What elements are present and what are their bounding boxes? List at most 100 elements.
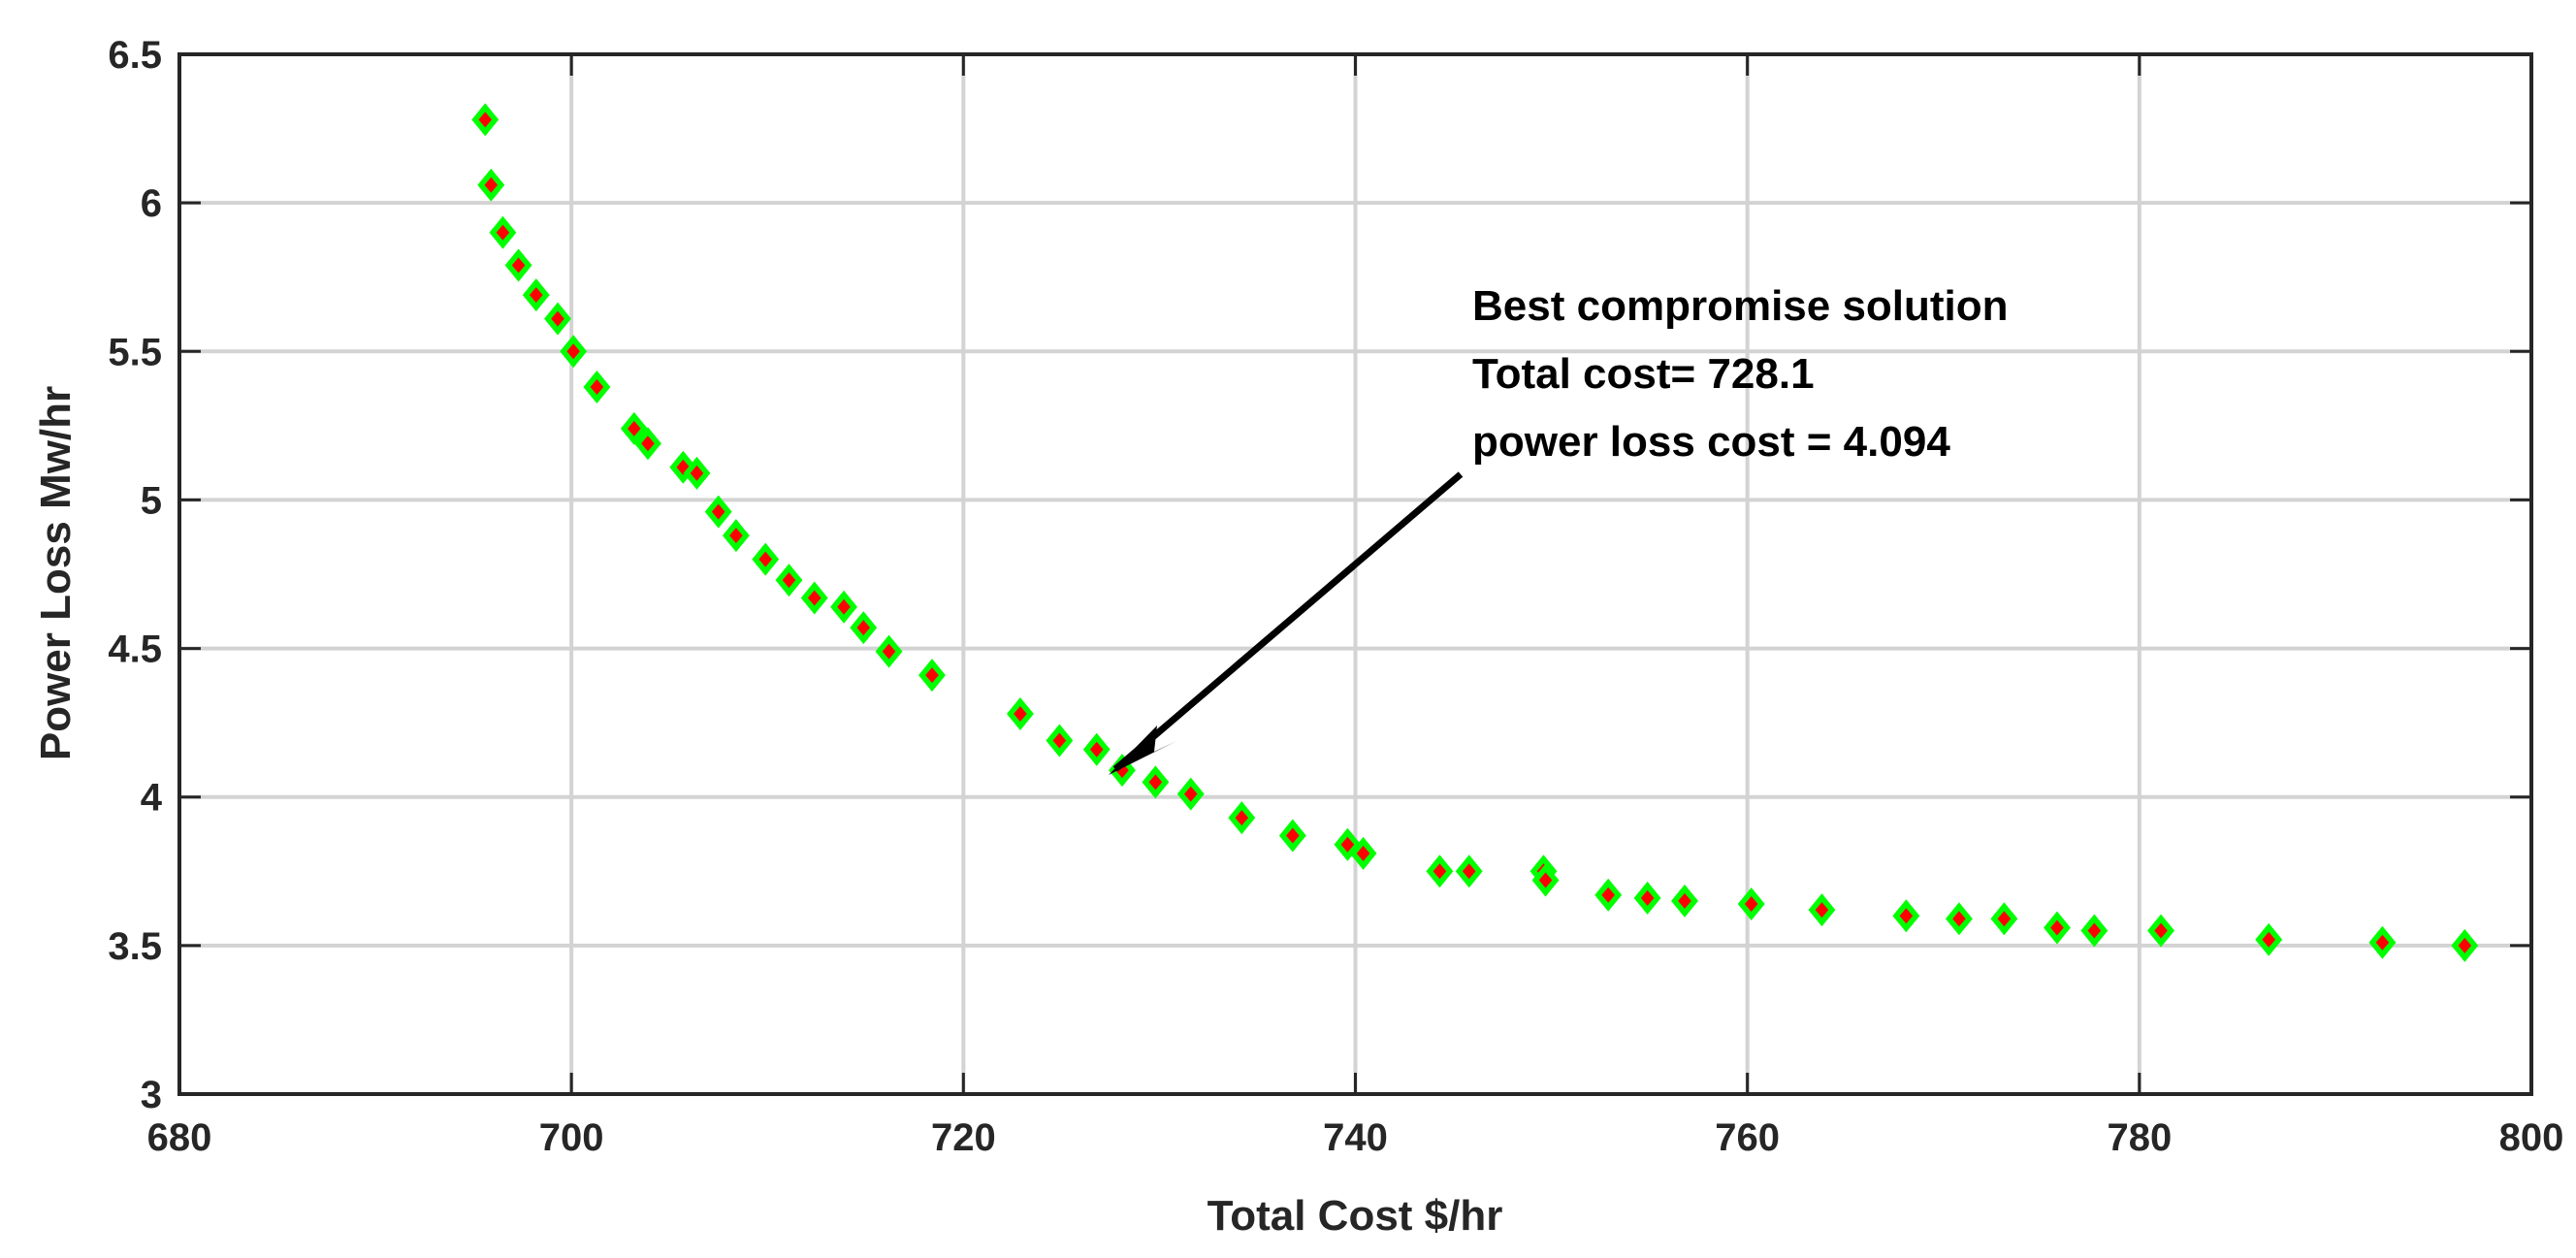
x-tick-label: 780 [2107,1116,2172,1159]
data-point [800,581,828,615]
data-point-fill [837,598,851,615]
data-point-fill [1538,872,1553,888]
data-point [2044,911,2071,945]
data-point [1278,819,1306,853]
data-point-fill [2154,922,2168,939]
data-point [830,590,858,624]
data-point-fill [856,620,871,636]
data-point [1808,893,1836,927]
data-point-fill [1952,911,1966,927]
x-tick-label: 760 [1715,1116,1780,1159]
data-point-fill [641,435,655,452]
data-point-fill [511,257,526,274]
data-point-fill [1601,887,1615,903]
data-point-fill [711,503,725,520]
data-point [489,215,517,249]
x-tick-label: 800 [2499,1116,2564,1159]
data-point [918,659,946,693]
data-point [471,103,499,137]
data-point [752,542,780,576]
data-point [477,168,505,202]
data-point [1082,732,1111,766]
y-tick-label: 3 [141,1074,162,1116]
data-point-fill [2087,922,2102,939]
data-point-fill [882,643,896,660]
data-point-fill [484,177,499,193]
data-point [2255,922,2283,956]
data-point [722,519,750,553]
data-point-fill [782,572,796,589]
data-point [1142,765,1170,799]
data-point-fill [758,551,773,567]
x-tick-label: 720 [931,1116,996,1159]
data-point-fill [2458,937,2472,953]
data-point-fill [925,667,939,684]
data-point [1334,827,1362,861]
data-point-fill [551,310,564,327]
annotation-line-3: power loss cost = 4.094 [1472,418,1950,466]
data-point-fill [1148,774,1163,790]
data-point-fill [1678,892,1691,909]
data-point [875,634,903,668]
data-point [2368,925,2397,959]
data-point-fill [1286,827,1300,844]
data-point [683,456,711,490]
y-tick-label: 5.5 [108,331,162,373]
data-point [544,302,571,336]
data-point-fill [1997,911,2012,927]
data-point-fill [729,528,743,544]
data-point [1176,777,1205,811]
y-tick-label: 4 [141,777,163,820]
data-point-fill [628,420,641,436]
data-point [1046,724,1074,758]
x-tick-label: 680 [147,1116,212,1159]
annotation-arrow-line [1112,471,1464,772]
data-point-fill [1433,863,1447,880]
data-point [2147,914,2175,948]
data-point-fill [1640,889,1655,906]
data-point [2080,914,2109,948]
data-point-fill [529,287,543,304]
data-point-fill [2050,919,2064,936]
x-tick-label: 740 [1323,1116,1388,1159]
data-point-fill [590,379,604,396]
x-tick-label: 700 [539,1116,604,1159]
x-axis-label: Total Cost $/hr [1208,1192,1503,1240]
data-point-fill [2375,934,2390,951]
data-point [1945,902,1973,936]
data-point [1228,801,1256,835]
data-point [1892,899,1920,933]
data-point-fill [1356,845,1370,861]
y-tick-label: 3.5 [108,925,162,968]
data-point-fill [1014,705,1027,722]
data-point-fill [807,590,821,606]
data-point-fill [566,343,580,360]
data-point-fill [1183,786,1198,802]
data-point [850,611,878,645]
data-point-fill [1052,732,1067,749]
data-point [560,335,588,369]
data-point-fill [690,465,704,481]
data-point-fill [496,224,510,241]
data-markers [471,103,2479,962]
data-point [1006,696,1034,730]
data-point [704,495,732,529]
data-point-fill [1340,836,1355,853]
y-axis-label: Power Loss Mw/hr [32,386,80,760]
data-point [1633,881,1661,915]
data-point-fill [1899,908,1914,924]
y-tick-label: 5 [141,479,162,522]
annotation-line-1: Best compromise solution [1472,282,2009,330]
data-point [1737,887,1765,920]
data-point [775,564,803,597]
data-point [1594,878,1623,912]
annotation-arrow-head [1109,726,1176,775]
grid-lines [179,54,2531,1094]
y-tick-label: 4.5 [108,629,162,671]
data-point [1426,855,1454,888]
data-point [620,411,648,445]
data-point [2451,928,2479,962]
data-point [504,248,532,282]
